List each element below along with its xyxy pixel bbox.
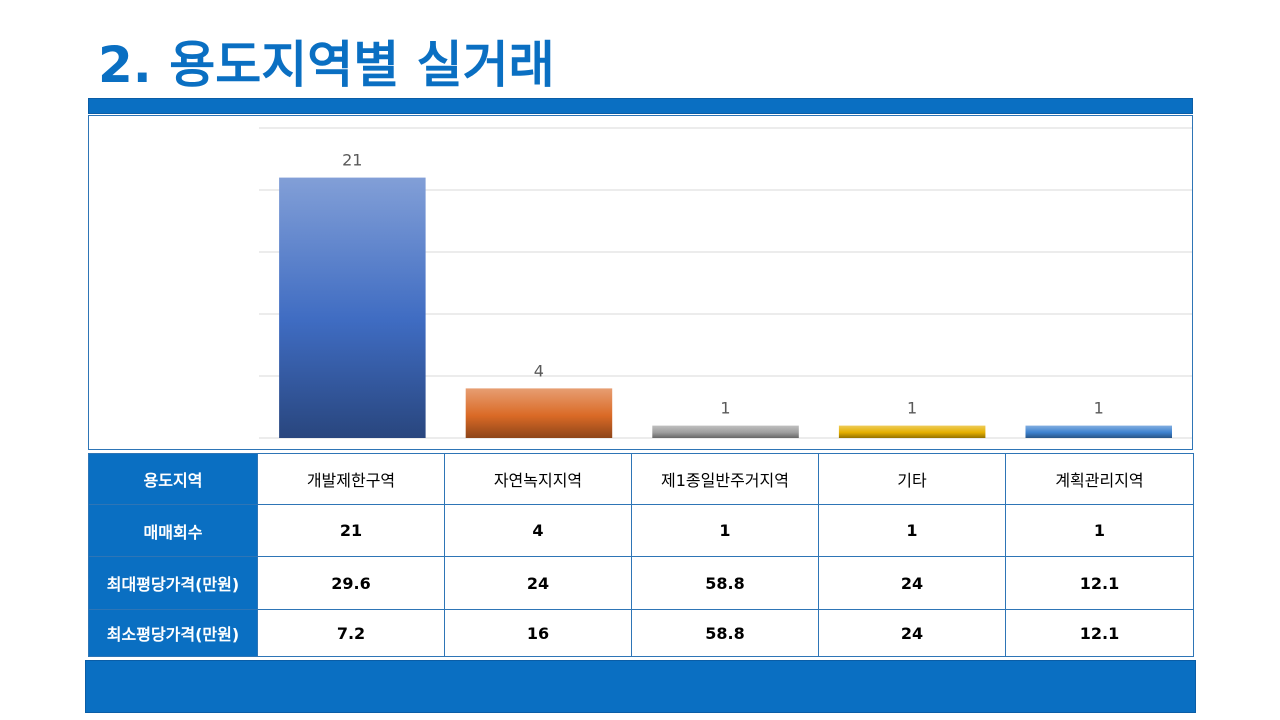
column-header: 제1종일반주거지역 <box>631 453 819 505</box>
table-cell: 4 <box>444 504 632 557</box>
table-row-max-price: 최대평당가격(만원) 29.6 24 58.8 24 12.1 <box>88 556 1194 610</box>
table-cell: 24 <box>818 609 1006 657</box>
table-cell: 1 <box>1005 504 1194 557</box>
row-header-min-price: 최소평당가격(만원) <box>88 609 258 657</box>
row-header-max-price: 최대평당가격(만원) <box>88 556 258 610</box>
bar-제1종일반주거지역 <box>652 425 799 438</box>
table-cell: 24 <box>444 556 632 610</box>
bar-계획관리지역 <box>1025 425 1172 438</box>
column-header: 자연녹지지역 <box>444 453 632 505</box>
data-label: 21 <box>342 151 362 170</box>
table-cell: 12.1 <box>1005 556 1194 610</box>
table-cell: 1 <box>631 504 819 557</box>
bar-개발제한구역 <box>279 177 426 438</box>
row-header-trade-count: 매매회수 <box>88 504 258 557</box>
table-cell: 24 <box>818 556 1006 610</box>
bar-chart: 21 4 1 1 1 <box>88 115 1193 450</box>
data-labels: 21 4 1 1 1 <box>342 151 1104 418</box>
table-cell: 29.6 <box>257 556 445 610</box>
table-cell: 21 <box>257 504 445 557</box>
data-label: 1 <box>720 399 730 418</box>
bar-기타 <box>838 425 986 438</box>
table-cell: 12.1 <box>1005 609 1194 657</box>
table-cell: 16 <box>444 609 632 657</box>
table-cell: 7.2 <box>257 609 445 657</box>
footer-bar <box>85 660 1196 713</box>
data-label: 1 <box>1094 399 1104 418</box>
table-header-row: 용도지역 개발제한구역 자연녹지지역 제1종일반주거지역 기타 계획관리지역 <box>88 453 1194 505</box>
row-header-zoning: 용도지역 <box>88 453 258 505</box>
slide-title: 2. 용도지역별 실거래 <box>98 36 555 94</box>
data-label: 1 <box>907 399 917 418</box>
column-header: 개발제한구역 <box>257 453 445 505</box>
table-row-trade-count: 매매회수 21 4 1 1 1 <box>88 504 1194 557</box>
table-row-min-price: 최소평당가격(만원) 7.2 16 58.8 24 12.1 <box>88 609 1194 657</box>
column-header: 계획관리지역 <box>1005 453 1194 505</box>
data-label: 4 <box>534 361 544 380</box>
data-table: 용도지역 개발제한구역 자연녹지지역 제1종일반주거지역 기타 계획관리지역 매… <box>88 453 1194 657</box>
bar-자연녹지지역 <box>465 388 613 438</box>
table-cell: 58.8 <box>631 609 819 657</box>
table-cell: 58.8 <box>631 556 819 610</box>
bars <box>279 177 1172 438</box>
bar-chart-svg: 21 4 1 1 1 <box>259 127 1192 439</box>
column-header: 기타 <box>818 453 1006 505</box>
table-cell: 1 <box>818 504 1006 557</box>
title-underline-bar <box>88 98 1193 114</box>
